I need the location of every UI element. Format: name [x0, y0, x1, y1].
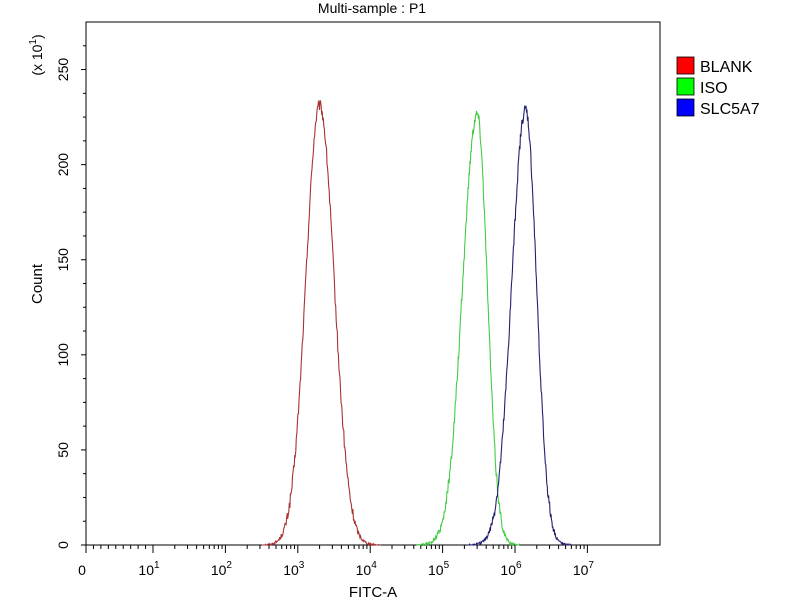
y-tick-label: 50 [55, 442, 71, 458]
y-axis-multiplier-exp: 1 [28, 39, 39, 45]
y-tick-label: 250 [55, 58, 71, 82]
chart-title: Multi-sample : P1 [318, 0, 426, 16]
x-tick-label-base: 10 [283, 562, 299, 578]
x-tick-label-base: 0 [78, 562, 86, 578]
y-axis-multiplier: (x 101) [28, 34, 45, 75]
y-tick-label: 200 [55, 153, 71, 177]
x-tick-label: 106 [500, 560, 522, 578]
x-tick-label-base: 10 [500, 562, 516, 578]
x-axis-ticks: 0 101 102 103 104 105 106 107 [78, 545, 594, 578]
y-axis-ticks: 0 50 100 150 200 250 [55, 45, 86, 549]
y-axis-multiplier-base: (x 10 [29, 44, 45, 75]
x-tick-label: 107 [573, 560, 595, 578]
legend-label-slc5a7: SLC5A7 [700, 101, 760, 118]
plot-frame [85, 21, 661, 546]
legend-swatch-slc5a7 [676, 98, 695, 117]
x-tick-label-base: 10 [356, 562, 372, 578]
x-tick-label-exp: 5 [444, 560, 450, 571]
x-tick-label: 101 [138, 560, 160, 578]
legend: BLANK ISO SLC5A7 [676, 56, 760, 118]
y-tick-label: 100 [55, 343, 71, 367]
x-tick-label-exp: 6 [516, 560, 522, 571]
x-tick-label-base: 10 [138, 562, 154, 578]
y-axis-label: Count [29, 263, 46, 304]
x-tick-label-exp: 7 [588, 560, 594, 571]
x-tick-label-exp: 1 [154, 560, 160, 571]
series-line-slc5a7 [467, 105, 572, 547]
x-tick-label: 105 [428, 560, 450, 578]
x-tick-label-exp: 4 [371, 560, 377, 571]
legend-swatch-blank [676, 56, 695, 75]
x-tick-label: 104 [356, 560, 378, 578]
x-tick-label-base: 10 [573, 562, 589, 578]
series-layer [261, 99, 572, 547]
x-tick-label: 0 [78, 562, 86, 578]
legend-label-blank: BLANK [700, 59, 753, 76]
series-line-blank [261, 99, 381, 547]
legend-label-iso: ISO [700, 80, 728, 97]
legend-swatch-iso [676, 77, 695, 96]
x-tick-label: 103 [283, 560, 305, 578]
y-tick-label: 150 [55, 248, 71, 272]
x-tick-label-exp: 3 [299, 560, 305, 571]
y-axis-multiplier-close: ) [29, 34, 45, 39]
x-tick-label: 102 [211, 560, 233, 578]
series-line-iso [415, 110, 520, 547]
y-tick-label: 0 [55, 541, 71, 549]
x-tick-label-exp: 2 [226, 560, 232, 571]
x-axis-label: FITC-A [349, 584, 397, 600]
x-tick-label-base: 10 [428, 562, 444, 578]
x-tick-label-base: 10 [211, 562, 227, 578]
